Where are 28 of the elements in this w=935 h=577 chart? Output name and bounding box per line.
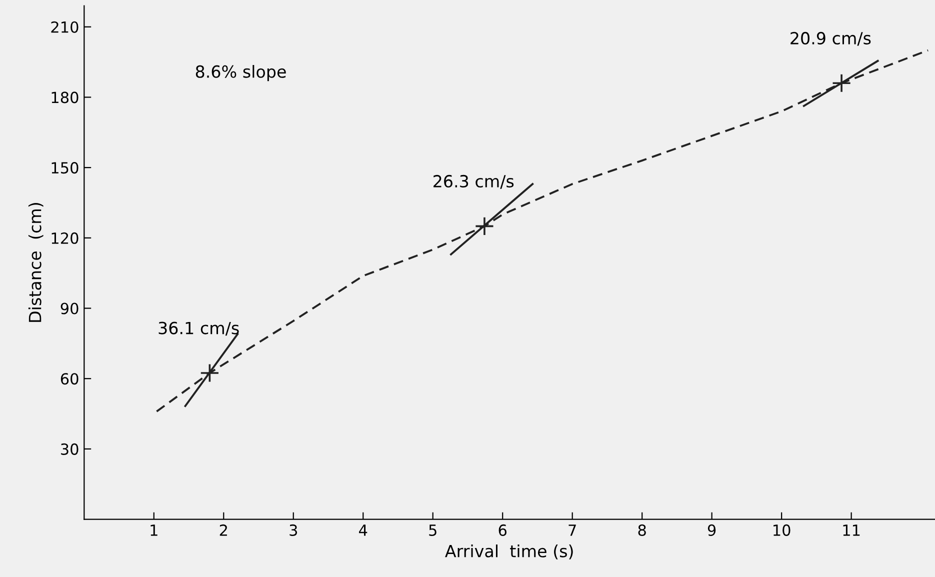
x-tick-label: 5	[429, 524, 436, 536]
x-tick-label: 7	[568, 524, 576, 536]
point	[832, 73, 852, 93]
annotation: 26.3 cm/s	[434, 174, 514, 189]
x-axis-title: Arrival time (s)	[445, 544, 573, 560]
x-tick-label: 10	[774, 524, 790, 536]
x-tick-label: 2	[220, 524, 227, 536]
annotation: 8.6% slope	[196, 65, 286, 82]
y-tick-label: 60	[60, 373, 78, 385]
annotation: 20.9 cm/s	[790, 32, 871, 46]
y-tick-label: 180	[52, 92, 78, 104]
y-tick-label: 210	[51, 21, 78, 33]
y-axis-title: Distance (cm)	[28, 203, 44, 322]
y-tick-label: 120	[52, 232, 78, 244]
x-tick-label: 4	[359, 524, 368, 536]
point	[200, 363, 220, 383]
y-tick-label: 90	[60, 302, 78, 314]
x-tick-label: 11	[843, 524, 860, 536]
y-tick-label: 30	[61, 443, 78, 455]
line-series	[156, 49, 929, 412]
y-tick-label: 150	[52, 162, 78, 174]
x-tick-label: 1	[150, 524, 158, 536]
annotation: 36.1 cm/s	[158, 322, 239, 336]
point	[474, 216, 494, 236]
x-tick-label: 6	[498, 524, 506, 536]
x-tick-label: 9	[708, 524, 716, 536]
x-tick-label: 3	[290, 524, 298, 536]
x-tick-label: 8	[638, 524, 646, 536]
